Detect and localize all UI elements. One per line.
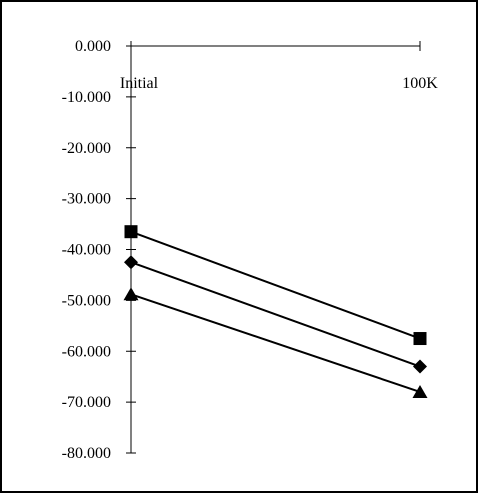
data-point-square: [124, 225, 138, 239]
y-tick-label: -20.000: [62, 140, 111, 157]
y-tick-label: 0.000: [75, 38, 111, 55]
series-line: [130, 293, 421, 393]
x-tick-label: 100K: [402, 75, 438, 92]
data-point-diamond: [413, 359, 427, 374]
y-tick-label: -30.000: [62, 191, 111, 208]
data-point-square: [413, 332, 427, 346]
data-point-diamond: [124, 255, 138, 270]
series-diamond: [124, 255, 427, 374]
x-tick-label: Initial: [120, 75, 159, 92]
series-line: [130, 261, 421, 368]
series-square: [124, 225, 427, 346]
y-tick-label: -60.000: [62, 343, 111, 360]
series-triangle: [123, 287, 428, 398]
axes: [130, 45, 420, 453]
series-line: [130, 230, 421, 340]
x-axis-ticks: Initial 100K: [120, 41, 438, 92]
y-tick-label: -80.000: [62, 445, 111, 462]
y-tick-label: -50.000: [62, 292, 111, 309]
series-layer: [123, 225, 428, 398]
y-axis-ticks: 0.000 -10.000 -20.000 -30.000 -40.000 -50.000…: [62, 38, 136, 462]
y-tick-label: -40.000: [62, 242, 111, 259]
y-tick-label: -70.000: [62, 394, 111, 411]
data-point-triangle: [412, 384, 428, 398]
y-tick-label: -10.000: [62, 89, 111, 106]
data-point-triangle: [123, 287, 139, 301]
